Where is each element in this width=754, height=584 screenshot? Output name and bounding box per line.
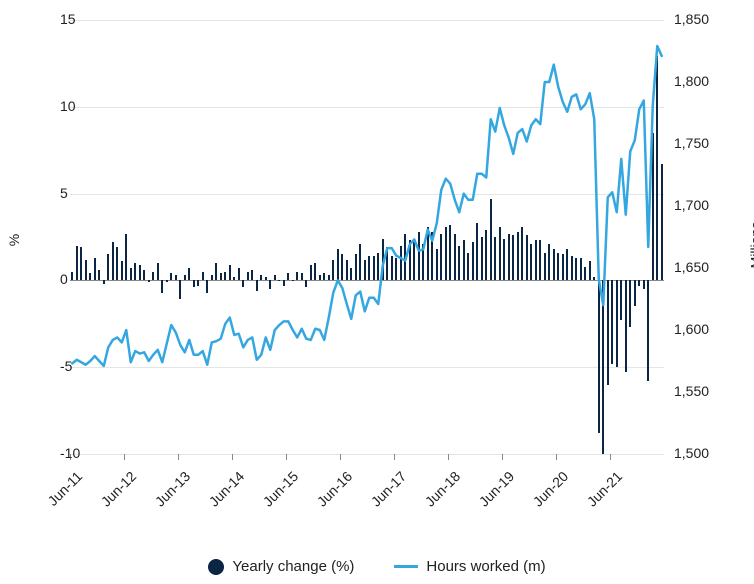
y-right-tick: 1,750 <box>674 136 709 150</box>
x-tick-label: Jun-15 <box>260 468 302 510</box>
y-right-tick: 1,500 <box>674 446 709 460</box>
x-tick-label: Jun-16 <box>314 468 356 510</box>
x-tick-mark <box>394 454 395 460</box>
x-tick-mark <box>232 454 233 460</box>
x-tick-label: Jun-20 <box>530 468 572 510</box>
gridline <box>70 454 664 455</box>
y-right-tick: 1,800 <box>674 74 709 88</box>
y-axis-left-label: % <box>6 234 22 246</box>
y-right-tick: 1,600 <box>674 322 709 336</box>
legend-swatch-circle-icon <box>208 559 224 575</box>
x-tick-mark <box>178 454 179 460</box>
plot-area <box>70 20 664 454</box>
x-tick-label: Jun-19 <box>476 468 518 510</box>
y-right-tick: 1,550 <box>674 384 709 398</box>
x-tick-label: Jun-11 <box>44 468 85 509</box>
legend-item-bars: Yearly change (%) <box>208 558 354 575</box>
legend-label-bars: Yearly change (%) <box>232 558 354 575</box>
x-tick-mark <box>610 454 611 460</box>
x-tick-mark <box>286 454 287 460</box>
x-tick-label: Jun-17 <box>368 468 410 510</box>
legend: Yearly change (%) Hours worked (m) <box>0 558 754 575</box>
x-tick-label: Jun-21 <box>584 468 626 510</box>
x-tick-label: Jun-12 <box>98 468 140 510</box>
line-series <box>70 20 664 454</box>
y-axis-right-label: Millions <box>747 222 754 269</box>
x-tick-label: Jun-18 <box>422 468 464 510</box>
y-right-tick: 1,850 <box>674 12 709 26</box>
legend-label-line: Hours worked (m) <box>426 558 545 575</box>
x-tick-mark <box>124 454 125 460</box>
x-tick-mark <box>448 454 449 460</box>
y-right-tick: 1,650 <box>674 260 709 274</box>
x-tick-mark <box>556 454 557 460</box>
x-tick-label: Jun-14 <box>206 468 248 510</box>
hours-worked-chart: % Millions Yearly change (%) Hours worke… <box>0 0 754 584</box>
x-tick-mark <box>502 454 503 460</box>
y-right-tick: 1,700 <box>674 198 709 212</box>
legend-item-line: Hours worked (m) <box>394 558 545 575</box>
x-tick-mark <box>340 454 341 460</box>
legend-swatch-line-icon <box>394 565 418 568</box>
x-tick-label: Jun-13 <box>152 468 194 510</box>
